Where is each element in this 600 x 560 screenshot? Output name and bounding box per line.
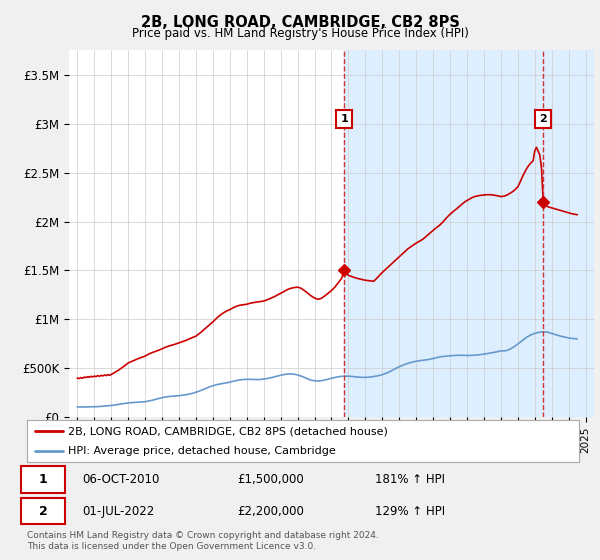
Text: 181% ↑ HPI: 181% ↑ HPI (375, 473, 445, 486)
Text: 2: 2 (539, 114, 547, 124)
Text: Contains HM Land Registry data © Crown copyright and database right 2024.
This d: Contains HM Land Registry data © Crown c… (27, 531, 379, 550)
Text: 1: 1 (340, 114, 348, 124)
Text: 06-OCT-2010: 06-OCT-2010 (82, 473, 160, 486)
Text: £1,500,000: £1,500,000 (237, 473, 304, 486)
Text: 2B, LONG ROAD, CAMBRIDGE, CB2 8PS: 2B, LONG ROAD, CAMBRIDGE, CB2 8PS (140, 15, 460, 30)
FancyBboxPatch shape (22, 466, 65, 493)
Text: 01-JUL-2022: 01-JUL-2022 (82, 505, 154, 517)
Text: £2,200,000: £2,200,000 (237, 505, 304, 517)
Text: 1: 1 (38, 473, 47, 486)
Text: 2: 2 (38, 505, 47, 517)
Bar (344, 50, 594, 417)
Text: Price paid vs. HM Land Registry's House Price Index (HPI): Price paid vs. HM Land Registry's House … (131, 27, 469, 40)
Text: 2B, LONG ROAD, CAMBRIDGE, CB2 8PS (detached house): 2B, LONG ROAD, CAMBRIDGE, CB2 8PS (detac… (68, 426, 388, 436)
Text: 129% ↑ HPI: 129% ↑ HPI (375, 505, 445, 517)
Text: HPI: Average price, detached house, Cambridge: HPI: Average price, detached house, Camb… (68, 446, 336, 456)
FancyBboxPatch shape (22, 498, 65, 525)
